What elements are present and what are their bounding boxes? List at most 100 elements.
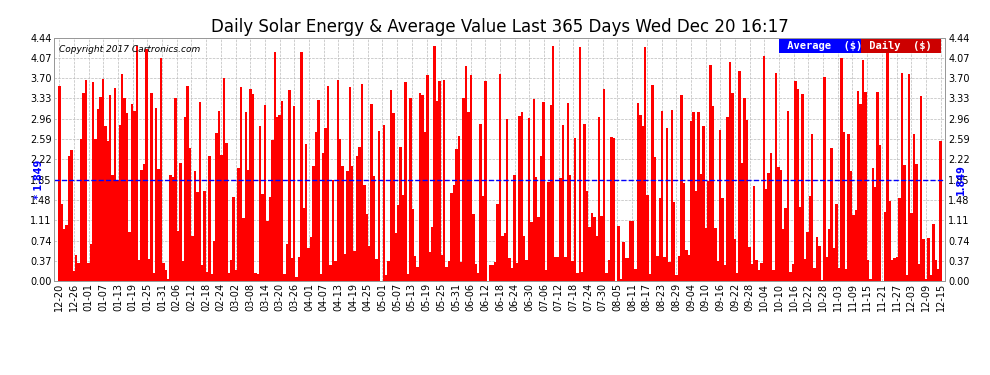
Bar [705, 228, 707, 281]
Bar [375, 259, 377, 281]
Bar [143, 164, 146, 281]
Bar [739, 71, 741, 281]
Bar [80, 139, 82, 281]
Bar [67, 156, 70, 281]
Bar [159, 58, 162, 281]
Bar [92, 82, 94, 281]
Bar [547, 182, 549, 281]
Bar [452, 185, 455, 281]
Bar [146, 49, 148, 281]
Bar [552, 46, 554, 281]
Bar [849, 171, 852, 281]
Bar [823, 78, 826, 281]
Bar [668, 262, 670, 281]
Bar [191, 236, 194, 281]
Bar [325, 128, 327, 281]
Bar [133, 111, 136, 281]
Bar [920, 96, 923, 281]
Bar [896, 257, 898, 281]
Bar [736, 273, 739, 281]
Bar [131, 104, 133, 281]
Bar [310, 237, 312, 281]
Bar [351, 166, 353, 281]
Bar [208, 156, 211, 281]
Bar [223, 78, 225, 281]
Bar [315, 132, 317, 281]
Bar [228, 273, 230, 281]
Bar [915, 164, 918, 281]
Bar [455, 149, 457, 281]
Bar [460, 262, 462, 281]
Bar [903, 165, 906, 281]
Bar [358, 147, 360, 281]
Bar [538, 217, 540, 281]
Bar [811, 134, 814, 281]
Bar [211, 274, 213, 281]
Bar [772, 270, 775, 281]
Bar [60, 204, 63, 281]
Bar [651, 85, 653, 281]
Bar [126, 113, 129, 281]
Bar [392, 113, 395, 281]
Bar [121, 74, 124, 281]
Bar [320, 274, 322, 281]
Bar [201, 265, 203, 281]
Bar [648, 274, 651, 281]
Bar [450, 193, 452, 281]
Bar [762, 56, 765, 281]
Bar [724, 266, 727, 281]
Bar [819, 246, 821, 281]
Bar [516, 263, 518, 281]
Bar [283, 274, 286, 281]
Bar [162, 263, 164, 281]
Bar [472, 214, 474, 281]
Bar [801, 94, 804, 281]
Bar [499, 74, 501, 281]
Bar [719, 130, 722, 281]
Bar [167, 279, 169, 281]
Bar [734, 239, 736, 281]
Bar [334, 261, 337, 281]
Bar [390, 90, 392, 281]
Bar [923, 239, 925, 281]
Bar [496, 204, 499, 281]
Bar [911, 213, 913, 281]
Bar [653, 157, 656, 281]
Bar [447, 261, 450, 281]
Bar [908, 74, 911, 281]
Bar [543, 102, 545, 281]
Bar [511, 268, 513, 281]
Bar [293, 106, 295, 281]
Bar [259, 126, 261, 281]
Title: Daily Solar Energy & Average Value Last 365 Days Wed Dec 20 16:17: Daily Solar Energy & Average Value Last … [211, 18, 789, 36]
Bar [777, 167, 779, 281]
Bar [179, 163, 181, 281]
Bar [775, 73, 777, 281]
Bar [230, 260, 233, 281]
Bar [446, 267, 447, 281]
Bar [141, 170, 143, 281]
Bar [238, 168, 240, 281]
Bar [544, 270, 547, 281]
Bar [298, 256, 300, 281]
Bar [107, 141, 109, 281]
Bar [683, 183, 685, 281]
Bar [479, 124, 482, 281]
Bar [637, 103, 640, 281]
Bar [235, 270, 238, 281]
Bar [574, 138, 576, 281]
Bar [148, 259, 150, 281]
Bar [251, 94, 254, 281]
Bar [741, 163, 743, 281]
Bar [864, 92, 867, 281]
Bar [116, 180, 119, 281]
Bar [838, 268, 841, 281]
Bar [918, 264, 920, 281]
Bar [779, 170, 782, 281]
Bar [886, 43, 889, 281]
Bar [513, 175, 516, 281]
Bar [528, 118, 531, 281]
Bar [564, 256, 566, 281]
Bar [339, 140, 342, 281]
Bar [591, 213, 593, 281]
